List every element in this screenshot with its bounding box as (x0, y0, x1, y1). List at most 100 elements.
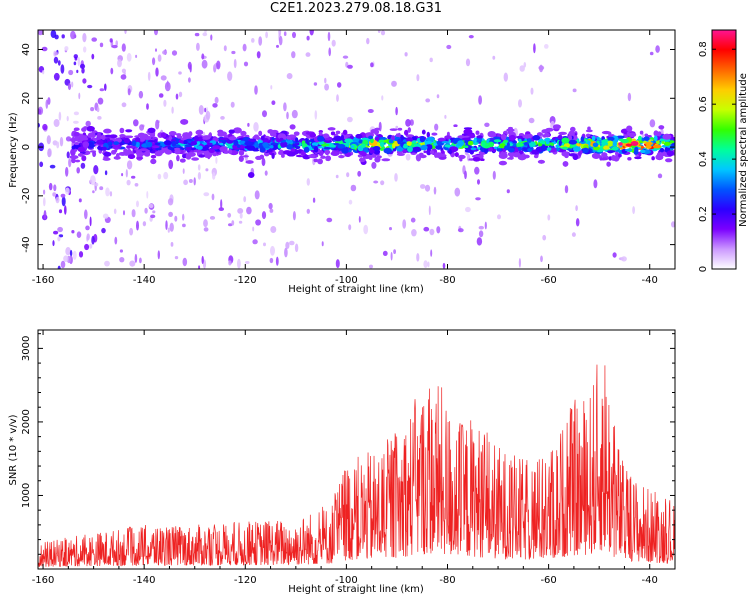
heatmap-cell (640, 149, 646, 154)
heatmap-cell (233, 58, 237, 69)
heatmap-cell (291, 109, 298, 119)
heatmap-cell (484, 147, 488, 154)
heatmap-cell (169, 222, 174, 232)
heatmap-cell (160, 75, 167, 81)
heatmap-cell (178, 91, 183, 98)
heatmap-cell (553, 124, 561, 130)
heatmap-cell (446, 44, 452, 50)
colorbar-gradient (711, 29, 737, 270)
heatmap-cell (186, 138, 193, 142)
heatmap-cell (627, 157, 632, 161)
heatmap-cell (429, 150, 435, 155)
heatmap-cell (73, 132, 80, 137)
heatmap-cell (279, 137, 284, 141)
heatmap-cell (541, 129, 549, 134)
heatmap-cell (591, 135, 596, 141)
heatmap-cell (518, 138, 522, 143)
heatmap-cell (228, 136, 237, 141)
heatmap-cell (58, 209, 63, 214)
heatmap-cell (620, 139, 629, 144)
heatmap-cell (53, 184, 57, 192)
heatmap-cell (83, 126, 88, 129)
heatmap-cell (271, 137, 275, 141)
heatmap-cell (57, 226, 63, 233)
heatmap-cell (139, 133, 149, 138)
heatmap-cell (150, 158, 157, 165)
heatmap-cell (104, 170, 108, 176)
heatmap-cell (237, 208, 244, 214)
heatmap-cell (180, 119, 189, 125)
snr-y-axis-label: SNR (10 * v/v) (8, 414, 19, 485)
heatmap-cell (210, 34, 213, 41)
heatmap-cell (245, 160, 254, 164)
heatmap-cell (654, 135, 658, 142)
heatmap-cell (645, 144, 652, 149)
heatmap-cell (183, 139, 188, 146)
heatmap-cell (558, 131, 567, 135)
heatmap-cell (663, 141, 671, 146)
heatmap-cell (533, 154, 539, 159)
heatmap-cell (402, 149, 407, 154)
heatmap-cell (655, 154, 664, 161)
heatmap-cell (523, 142, 529, 146)
heatmap-cell (129, 227, 134, 236)
heatmap-cell (318, 131, 323, 136)
heatmap-cell (110, 67, 114, 75)
heatmap-cell (92, 190, 95, 194)
heatmap-cell (435, 145, 443, 150)
heatmap-cell (174, 256, 179, 260)
heatmap-cell (540, 255, 543, 263)
heatmap-cell (53, 230, 59, 235)
heatmap-cell (71, 157, 76, 164)
heatmap-cell (160, 132, 167, 138)
heatmap-cell (291, 51, 296, 59)
heatmap-cell (355, 134, 363, 139)
heatmap-cell (323, 139, 332, 143)
heatmap-cell (188, 77, 191, 83)
heatmap-cell (77, 146, 85, 152)
heatmap-cell (198, 136, 204, 142)
heatmap-cell (78, 153, 84, 157)
heatmap-cell (573, 146, 581, 152)
heatmap-cell (324, 83, 329, 91)
x-tick-label: -100 (335, 575, 358, 586)
heatmap-cell (260, 135, 265, 141)
heatmap-cell (537, 159, 545, 164)
heatmap-cell (227, 212, 232, 218)
heatmap-cell (215, 156, 218, 164)
heatmap-cell (191, 157, 200, 161)
heatmap-cell (671, 142, 675, 146)
heatmap-cell (311, 142, 319, 147)
heatmap-cell (47, 97, 51, 105)
heatmap-cell (416, 74, 420, 82)
heatmap-cell (131, 175, 136, 179)
heatmap-cell (499, 143, 506, 149)
heatmap-cell (381, 95, 384, 101)
heatmap-cell (48, 182, 53, 191)
heatmap-cell (480, 158, 485, 161)
x-tick-label: -40 (642, 275, 658, 286)
heatmap-cell (73, 120, 79, 124)
heatmap-cell (309, 132, 317, 138)
heatmap-cell (346, 172, 350, 178)
heatmap-cell (269, 145, 274, 149)
colorbar-tick-label: 0 (698, 266, 709, 272)
heatmap-cell (669, 140, 675, 144)
heatmap-cell (484, 122, 490, 128)
heatmap-cell (113, 141, 120, 146)
x-tick-label: -160 (32, 275, 55, 286)
heatmap-cell (433, 186, 437, 195)
heatmap-cell (73, 54, 79, 59)
heatmap-cell (572, 135, 578, 141)
heatmap-cell (81, 155, 87, 162)
heatmap-cell (306, 178, 310, 186)
heatmap-cell (43, 189, 46, 195)
heatmap-cell (56, 141, 60, 149)
heatmap-cell (518, 258, 522, 268)
heatmap-cell (369, 264, 373, 269)
heatmap-cell (586, 133, 591, 137)
snr-x-ticks: -160 -140 -120 -100 -80 -60 -40 (32, 330, 658, 586)
heatmap-cell (90, 107, 95, 112)
heatmap-cell (238, 149, 245, 156)
x-tick-label: -40 (642, 575, 658, 586)
